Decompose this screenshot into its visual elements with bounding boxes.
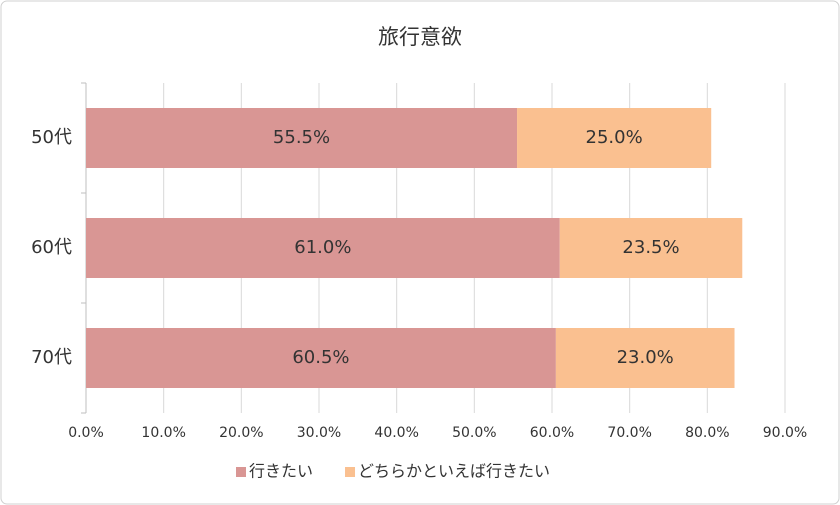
y-tick-label: 60代 (31, 237, 72, 258)
legend-label: どちらかといえば行きたい (358, 462, 550, 481)
chart-title: 旅行意欲 (378, 25, 462, 49)
bar-segment (555, 328, 735, 388)
data-label: 23.0% (617, 347, 674, 368)
data-label: 55.5% (273, 127, 330, 148)
bar-segment (517, 108, 712, 168)
y-tick-label: 70代 (31, 347, 72, 368)
y-tick-label: 50代 (31, 127, 72, 148)
x-tick-label: 80.0% (685, 425, 729, 441)
data-label: 25.0% (586, 127, 643, 148)
x-tick-label: 50.0% (452, 425, 496, 441)
x-tick-label: 20.0% (219, 425, 263, 441)
bar-segment (86, 108, 518, 168)
x-tick-label: 30.0% (297, 425, 341, 441)
data-label: 61.0% (294, 237, 351, 258)
x-tick-label: 10.0% (141, 425, 185, 441)
data-label: 60.5% (292, 347, 349, 368)
bar-segment (86, 218, 560, 278)
x-tick-label: 90.0% (763, 425, 807, 441)
legend-label: 行きたい (249, 462, 313, 481)
bar-segment (86, 328, 556, 388)
x-tick-label: 40.0% (374, 425, 418, 441)
legend-swatch (345, 467, 356, 477)
x-tick-label: 0.0% (68, 425, 104, 441)
x-tick-label: 60.0% (530, 425, 574, 441)
data-label: 23.5% (622, 237, 679, 258)
bar-segment (559, 218, 743, 278)
x-tick-label: 70.0% (607, 425, 651, 441)
legend-swatch (236, 467, 246, 477)
